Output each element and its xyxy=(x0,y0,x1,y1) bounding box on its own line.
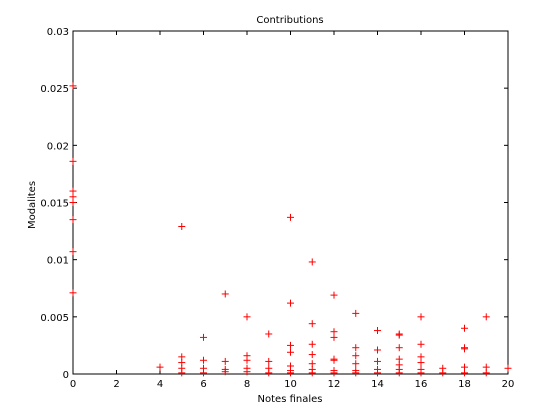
x-tick-label: 4 xyxy=(157,379,163,390)
data-point xyxy=(417,313,425,321)
y-tick-label: 0.015 xyxy=(40,199,69,210)
data-point xyxy=(178,223,186,231)
data-point xyxy=(417,359,425,367)
x-tick-label: 20 xyxy=(502,379,515,390)
data-point xyxy=(265,369,273,377)
data-point xyxy=(243,313,251,321)
data-point xyxy=(395,331,403,339)
data-point xyxy=(482,313,490,321)
data-point xyxy=(265,357,273,365)
data-point xyxy=(330,369,338,377)
data-point xyxy=(221,290,229,298)
data-point xyxy=(200,369,207,377)
data-point xyxy=(287,341,294,349)
data-point xyxy=(69,248,77,256)
chart-title: Contributions xyxy=(256,15,323,26)
data-point xyxy=(395,344,403,352)
y-tick-label: 0 xyxy=(63,370,69,381)
y-tick-label: 0.01 xyxy=(47,256,69,267)
x-tick-label: 0 xyxy=(70,379,76,390)
data-point xyxy=(287,369,294,377)
data-point xyxy=(352,360,360,368)
data-point xyxy=(330,291,338,299)
data-point xyxy=(504,364,512,372)
data-point xyxy=(69,289,77,297)
data-point xyxy=(287,348,294,356)
x-tick-label: 14 xyxy=(371,379,384,390)
data-point xyxy=(374,327,381,335)
data-point xyxy=(461,345,468,353)
data-point xyxy=(461,324,468,332)
data-point xyxy=(330,356,338,364)
data-point xyxy=(330,333,338,341)
data-point xyxy=(156,363,164,371)
y-tick-label: 0.03 xyxy=(47,27,69,38)
data-point xyxy=(439,369,447,377)
x-tick-label: 18 xyxy=(458,379,471,390)
data-point xyxy=(417,369,425,377)
data-point xyxy=(352,309,360,317)
data-point xyxy=(482,369,490,377)
data-point xyxy=(461,369,468,377)
y-tick-label: 0.02 xyxy=(47,141,69,152)
x-tick-label: 8 xyxy=(244,379,250,390)
data-point xyxy=(352,344,360,352)
x-tick-label: 6 xyxy=(200,379,206,390)
data-point xyxy=(287,213,294,221)
x-tick-label: 16 xyxy=(415,379,428,390)
data-point xyxy=(287,299,294,307)
data-point xyxy=(243,368,251,376)
plot-area xyxy=(72,30,509,375)
data-point xyxy=(221,368,229,376)
y-axis-label: Modalites xyxy=(27,181,38,229)
data-point xyxy=(69,199,77,206)
data-point xyxy=(243,356,251,364)
data-point xyxy=(221,357,229,365)
data-point xyxy=(374,369,381,377)
x-tick-label: 2 xyxy=(113,379,119,390)
data-point xyxy=(374,357,381,365)
data-point xyxy=(352,369,360,377)
data-point xyxy=(352,352,360,360)
y-tick-label: 0.025 xyxy=(40,84,69,95)
data-point xyxy=(308,320,316,328)
data-point xyxy=(308,258,316,266)
data-point xyxy=(308,351,316,359)
data-point xyxy=(200,356,207,364)
y-tick-label: 0.005 xyxy=(40,313,69,324)
data-point xyxy=(200,333,207,341)
data-point xyxy=(69,82,77,90)
data-point xyxy=(69,157,77,165)
data-points xyxy=(69,82,512,377)
data-point xyxy=(69,216,77,224)
data-point xyxy=(308,340,316,348)
data-point xyxy=(308,369,316,377)
y-axis-ticks: 0 0.005 0.01 0.015 0.02 0.025 0.03 xyxy=(40,27,508,381)
data-point xyxy=(265,330,273,338)
x-tick-label: 10 xyxy=(284,379,297,390)
x-axis-label: Notes finales xyxy=(258,394,323,405)
x-tick-label: 12 xyxy=(328,379,341,390)
data-point xyxy=(178,369,186,377)
data-point xyxy=(374,346,381,354)
data-point xyxy=(417,340,425,348)
data-point xyxy=(395,369,403,377)
